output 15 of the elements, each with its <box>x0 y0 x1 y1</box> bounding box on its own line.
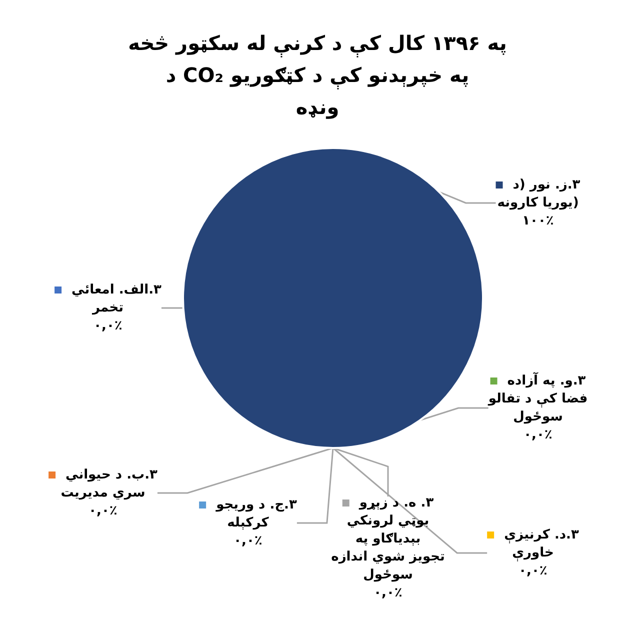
text: ۰,۰٪ <box>518 564 548 578</box>
text: ۰,۰٪ <box>374 586 402 600</box>
text: ۰,۰٪ <box>94 318 122 334</box>
legend-label: ٣.د. كرنيزې خاورې <box>504 528 579 562</box>
legend-label: ٣.ب. د حيواني سري مديريت <box>60 468 158 500</box>
legend-label: ٣.ز. نور (د يوريا كارونه) <box>497 178 580 210</box>
legend-label: ٣. ه. د زېړو بوټي لرونکي بېدياګاو په تجويز شوي اندازه سوځول <box>331 496 445 582</box>
chart-title: په ۱۳۹۶ كال كې د كرنې له سكټور څخه د CO₂ په خپرېدنو کې د کټګوريو ونډه <box>128 31 507 119</box>
text: ۰,۰٪ <box>88 504 118 518</box>
text: ۰,۰٪ <box>234 534 262 548</box>
legend-label: ٣.الف. امعائي تخمر <box>72 282 162 316</box>
data-label: ۱۰۰٪ <box>522 214 554 228</box>
legend-label: ٣.و. په آزاده فضا كې د تفالو سوځول <box>487 372 588 424</box>
legend-label: ٣.ج. د وريجو كركېله <box>215 498 297 530</box>
text: ۰,۰٪ <box>524 428 552 442</box>
